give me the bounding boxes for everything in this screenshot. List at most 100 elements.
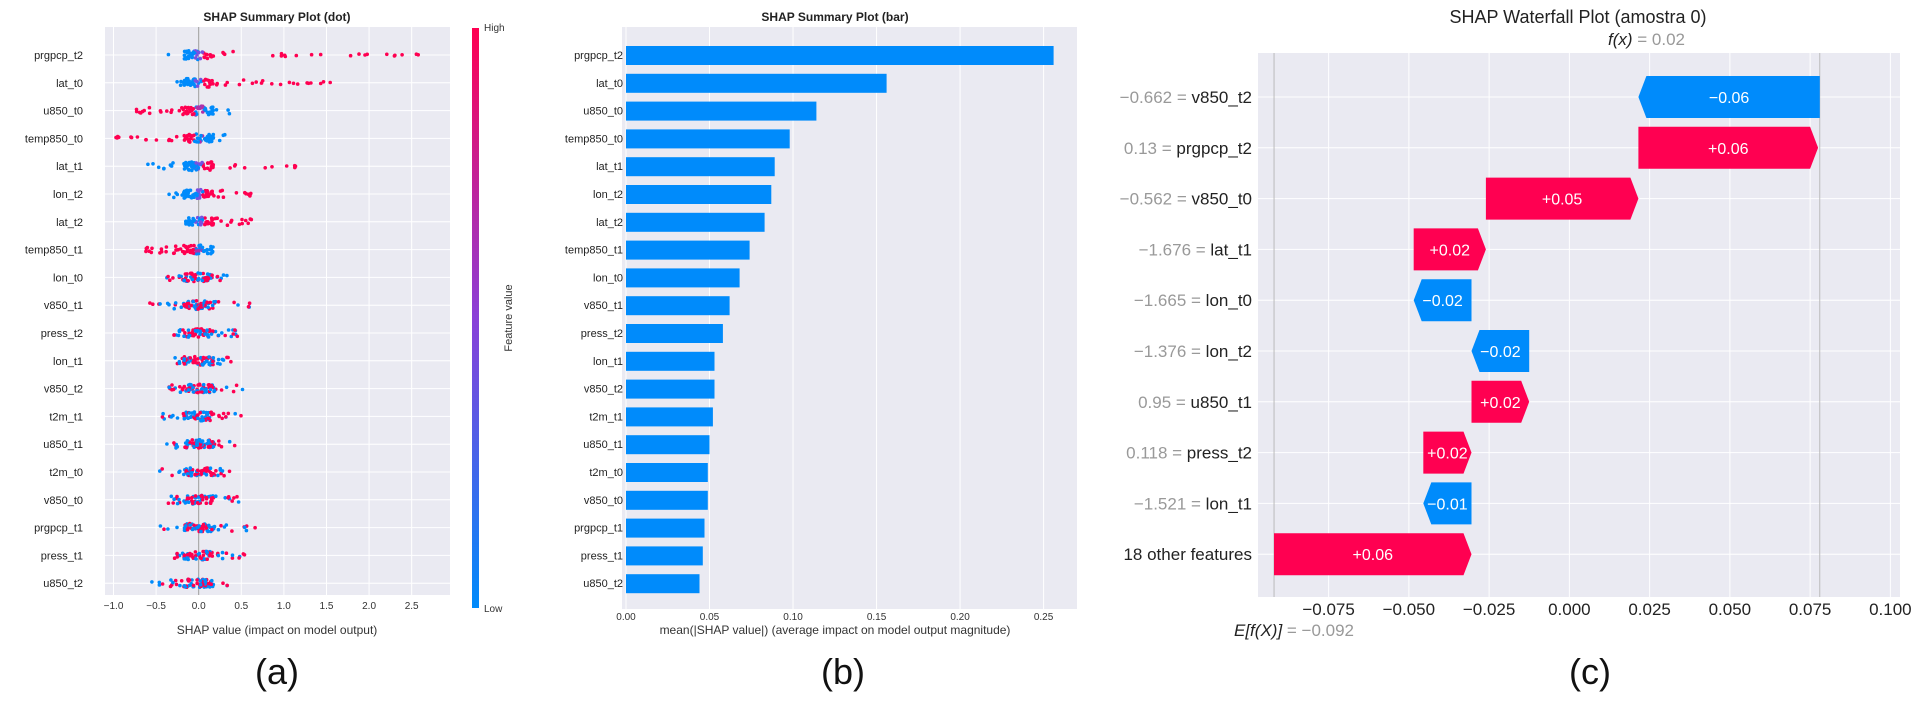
shap-dot [208,387,213,392]
x-tick-label-a: 1.5 [320,601,334,612]
shap-dot [212,389,216,394]
shap-dot [175,525,179,530]
shap-dot [187,188,191,193]
shap-dot [174,582,179,587]
shap-dot [201,553,206,558]
shap-dot [185,79,190,84]
bar-temp850_t1 [626,240,750,260]
shap-dot [173,301,178,305]
shap-dot [250,81,255,86]
shap-dot [182,133,187,138]
shap-dot [201,363,205,367]
shap-dot [202,55,207,60]
shap-dot [221,411,226,416]
shap-dot [198,220,203,224]
shap-dot [214,469,218,473]
shap-dot [201,193,205,197]
shap-dot [188,83,193,87]
shap-dot [192,50,196,55]
shap-dot [150,580,154,584]
shap-dot [195,136,200,140]
shap-dot [189,383,193,387]
shap-dot [148,301,152,305]
shap-dot [191,299,195,304]
shap-dot [217,138,222,143]
bar-press_t2 [626,324,723,343]
shap-dot [196,357,200,361]
category-label-b: t2m_t0 [589,467,623,479]
shap-dot [240,217,244,222]
shap-dot [221,581,225,585]
shap-dot [226,411,231,416]
category-label-b: u850_t1 [583,439,623,451]
shap-dot [201,382,206,387]
shap-dot [201,549,205,554]
shap-dot [190,438,195,442]
shap-dot [181,386,185,391]
waterfall-row-label: −1.665 = lon_t0 [1134,291,1252,310]
shap-dot [229,359,233,364]
shap-dot [182,196,186,200]
shap-dot [219,471,223,476]
feature-name: lon_t0 [1206,291,1252,310]
shap-dot [205,300,209,305]
shap-dot [189,471,194,475]
shap-dot [147,111,152,116]
shap-dot [179,79,183,84]
shap-dot [210,303,215,308]
shap-dot [160,415,165,419]
feature-name: 18 other features [1123,545,1252,564]
feature-label-a: v850_t2 [44,384,83,396]
shap-dot [309,52,314,57]
shap-dot [211,82,215,86]
shap-dot [188,523,192,527]
shap-dot [178,390,183,395]
shap-dot [191,193,195,197]
shap-dot [208,585,212,589]
shap-dot [224,523,229,527]
shap-dot [218,466,223,471]
shap-dot [246,305,251,309]
shap-dot [209,473,214,478]
waterfall-bar-prgpcp_t2 [1638,126,1819,169]
shap-dot [185,527,190,532]
shap-dot [192,82,196,87]
shap-dot [205,135,210,139]
shap-dot [169,415,174,419]
shap-dot [223,496,227,500]
shap-dot [211,356,216,360]
shap-dot [186,328,191,333]
shap-dot [230,529,234,533]
shap-dot [253,525,257,530]
feature-label-a: temp850_t0 [25,133,83,145]
waterfall-row-label: −0.562 = v850_t0 [1120,190,1252,209]
waterfall-bar-label: −0.01 [1427,496,1468,513]
feature-label-a: prgpcp_t2 [34,50,83,62]
feature-label-a: t2m_t1 [49,411,83,423]
shap-dot [193,56,198,60]
shap-dot [190,168,194,173]
shap-dot [162,527,166,531]
shap-dot [175,416,180,420]
shap-dot [271,53,275,58]
waterfall-bar-label: −0.02 [1422,293,1463,310]
chart-a-xlabel: SHAP value (impact on model output) [177,623,378,637]
waterfall-bar-label: +0.06 [1353,547,1394,564]
x-tick-label-a: −0.5 [146,601,166,612]
shap-dot [230,553,235,557]
shap-dot [164,249,168,254]
category-label-b: lon_t0 [593,272,623,284]
shap-dot [166,274,170,279]
shap-dot [175,551,179,556]
shap-dot [211,359,215,364]
chart-b-xlabel: mean(|SHAP value|) (average impact on mo… [660,623,1011,637]
shap-dot [177,497,181,502]
shap-dot [222,473,226,478]
shap-dot [205,220,209,224]
bar-prgpcp_t2 [626,46,1054,65]
shap-dot [187,139,191,143]
feature-value: −1.376 = [1134,342,1206,361]
shap-dot [170,473,174,478]
shap-dot [171,276,175,280]
feature-name: lon_t2 [1206,342,1252,361]
